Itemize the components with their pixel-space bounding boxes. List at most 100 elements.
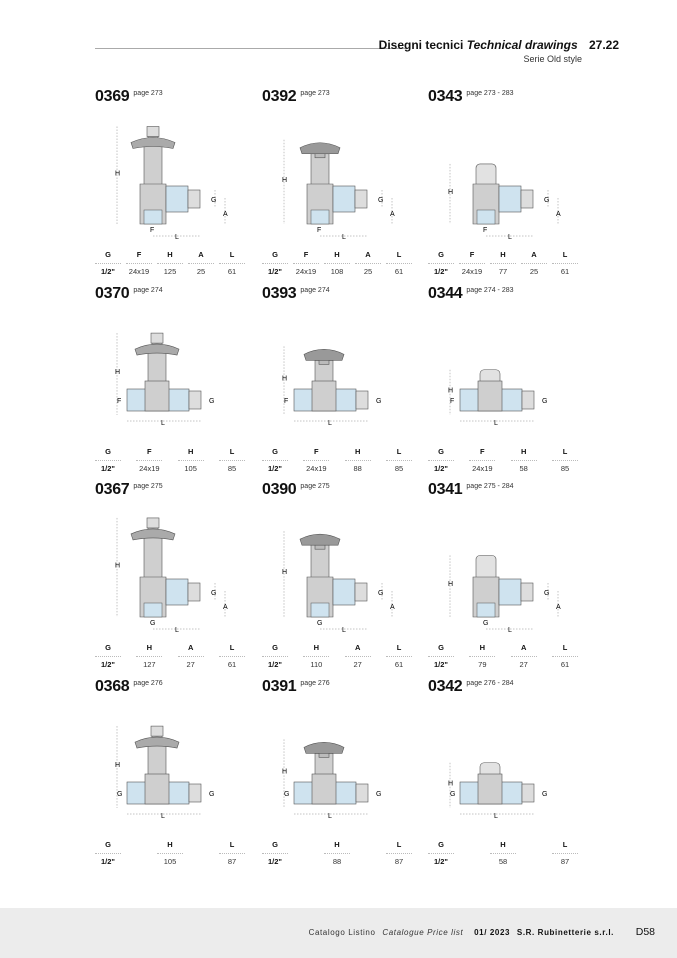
dimension-column: G 1/2" — [95, 840, 121, 866]
dimension-header: H — [344, 447, 371, 461]
dimension-header: H — [490, 250, 516, 264]
dimension-value: 108 — [330, 267, 344, 276]
dimension-header: L — [219, 250, 245, 264]
svg-text:L: L — [175, 627, 179, 634]
technical-drawing: G G L H — [282, 739, 381, 820]
page-reference[interactable]: page 274 — [300, 287, 330, 294]
dimension-column: H 88 — [344, 447, 371, 473]
page-reference[interactable]: page 274 — [133, 287, 163, 294]
dimension-value: 1/2" — [268, 660, 282, 669]
svg-text:L: L — [508, 627, 512, 634]
page-reference[interactable]: page 276 - 284 — [466, 680, 514, 687]
technical-drawing: G G L H — [448, 762, 547, 820]
dimension-header: F — [293, 250, 319, 264]
dimension-value: 87 — [560, 857, 570, 866]
header-subtitle: Serie Old style — [523, 54, 582, 64]
product-title: 0369 page 273 — [95, 88, 255, 106]
page-reference[interactable]: page 273 — [300, 90, 330, 97]
dimension-value: 61 — [560, 267, 570, 276]
dimensions-table: G 1/2" F 24x19 H 58 L 85 — [428, 447, 578, 473]
dimension-header: H — [469, 643, 496, 657]
page-reference[interactable]: page 273 — [133, 90, 163, 97]
svg-text:L: L — [508, 234, 512, 241]
svg-text:A: A — [556, 211, 561, 218]
dimensions-table: G 1/2" H 88 L 87 — [262, 840, 412, 866]
svg-text:G: G — [378, 590, 383, 597]
technical-drawing: GA L F H — [282, 139, 395, 241]
dimension-value: 24x19 — [295, 267, 317, 276]
dimension-header: G — [262, 840, 288, 854]
dimension-value: 24x19 — [306, 464, 327, 473]
dimension-column: H 108 — [324, 250, 350, 276]
dimension-value: 110 — [310, 660, 323, 669]
svg-text:G: G — [211, 197, 216, 204]
page-reference[interactable]: page 274 - 283 — [466, 287, 514, 294]
dimension-column: A 27 — [344, 643, 371, 669]
svg-text:H: H — [448, 780, 453, 787]
dimension-column: A 27 — [177, 643, 204, 669]
product-0392: 0392 page 273 G A L F H G 1/2" F 24x19 H 108 A 25 L 61 — [262, 88, 422, 276]
dimension-value: 24x19 — [472, 464, 493, 473]
dimension-column: G 1/2" — [428, 250, 454, 276]
dimension-header: A — [355, 250, 381, 264]
dimension-column: H 88 — [324, 840, 350, 866]
product-code: 0341 — [428, 481, 463, 498]
dimension-column: L 61 — [219, 250, 245, 276]
svg-text:F: F — [150, 227, 154, 234]
product-0391: 0391 page 276 G G L H G 1/2" H 88 L 87 — [262, 678, 422, 866]
svg-text:G: G — [211, 590, 216, 597]
dimensions-table: G 1/2" F 24x19 H 105 L 85 — [95, 447, 245, 473]
page-reference[interactable]: page 275 - 284 — [466, 483, 514, 490]
svg-text:L: L — [175, 234, 179, 241]
svg-text:H: H — [282, 769, 287, 776]
dimension-value: 61 — [227, 660, 237, 669]
dimension-column: A 25 — [355, 250, 381, 276]
dimension-column: G 1/2" — [428, 447, 454, 473]
dimension-value: 58 — [498, 857, 508, 866]
dimension-column: L 61 — [551, 643, 578, 669]
product-0367: 0367 page 275 G A L G H G 1/2" H 127 A 27 L 61 — [95, 481, 255, 669]
product-title: 0367 page 275 — [95, 481, 255, 499]
page-reference[interactable]: page 275 — [133, 483, 163, 490]
product-title: 0343 page 273 - 283 — [428, 88, 588, 106]
svg-text:G: G — [376, 791, 381, 798]
dimension-value: 88 — [332, 857, 342, 866]
dimension-column: L 85 — [218, 447, 245, 473]
dimension-column: H 58 — [510, 447, 537, 473]
dimension-column: F 24x19 — [293, 250, 319, 276]
dimension-header: G — [95, 447, 121, 461]
svg-text:G: G — [150, 620, 155, 627]
page-reference[interactable]: page 276 — [133, 680, 163, 687]
dimension-header: L — [386, 250, 412, 264]
dimension-header: A — [188, 250, 214, 264]
dimension-value: 1/2" — [101, 857, 115, 866]
dimension-value: 85 — [394, 464, 404, 473]
dimension-header: G — [262, 643, 288, 657]
product-0368: 0368 page 276 G G L H G 1/2" H 105 L 87 — [95, 678, 255, 866]
svg-text:H: H — [282, 376, 287, 383]
page-reference[interactable]: page 273 - 283 — [466, 90, 514, 97]
dimension-value: 1/2" — [434, 464, 448, 473]
page-reference[interactable]: page 275 — [300, 483, 330, 490]
page-reference[interactable]: page 276 — [300, 680, 330, 687]
dimension-header: L — [385, 447, 412, 461]
dimension-column: F 24x19 — [136, 447, 163, 473]
product-title: 0370 page 274 — [95, 285, 255, 303]
dimension-value: 24x19 — [461, 267, 483, 276]
dimension-header: F — [126, 250, 152, 264]
dimension-column: L 87 — [386, 840, 412, 866]
product-code: 0392 — [262, 88, 297, 105]
dimension-column: H 127 — [136, 643, 163, 669]
section-number: 27.22 — [588, 38, 619, 52]
svg-text:G: G — [376, 398, 381, 405]
dimension-value: 27 — [186, 660, 195, 669]
dimension-header: G — [95, 840, 121, 854]
dimension-header: F — [469, 447, 496, 461]
dimension-column: H 105 — [157, 840, 183, 866]
dimension-header: A — [521, 250, 547, 264]
svg-text:A: A — [390, 211, 395, 218]
dimension-header: L — [218, 447, 245, 461]
svg-text:H: H — [115, 762, 120, 769]
dimension-value: 1/2" — [434, 857, 448, 866]
